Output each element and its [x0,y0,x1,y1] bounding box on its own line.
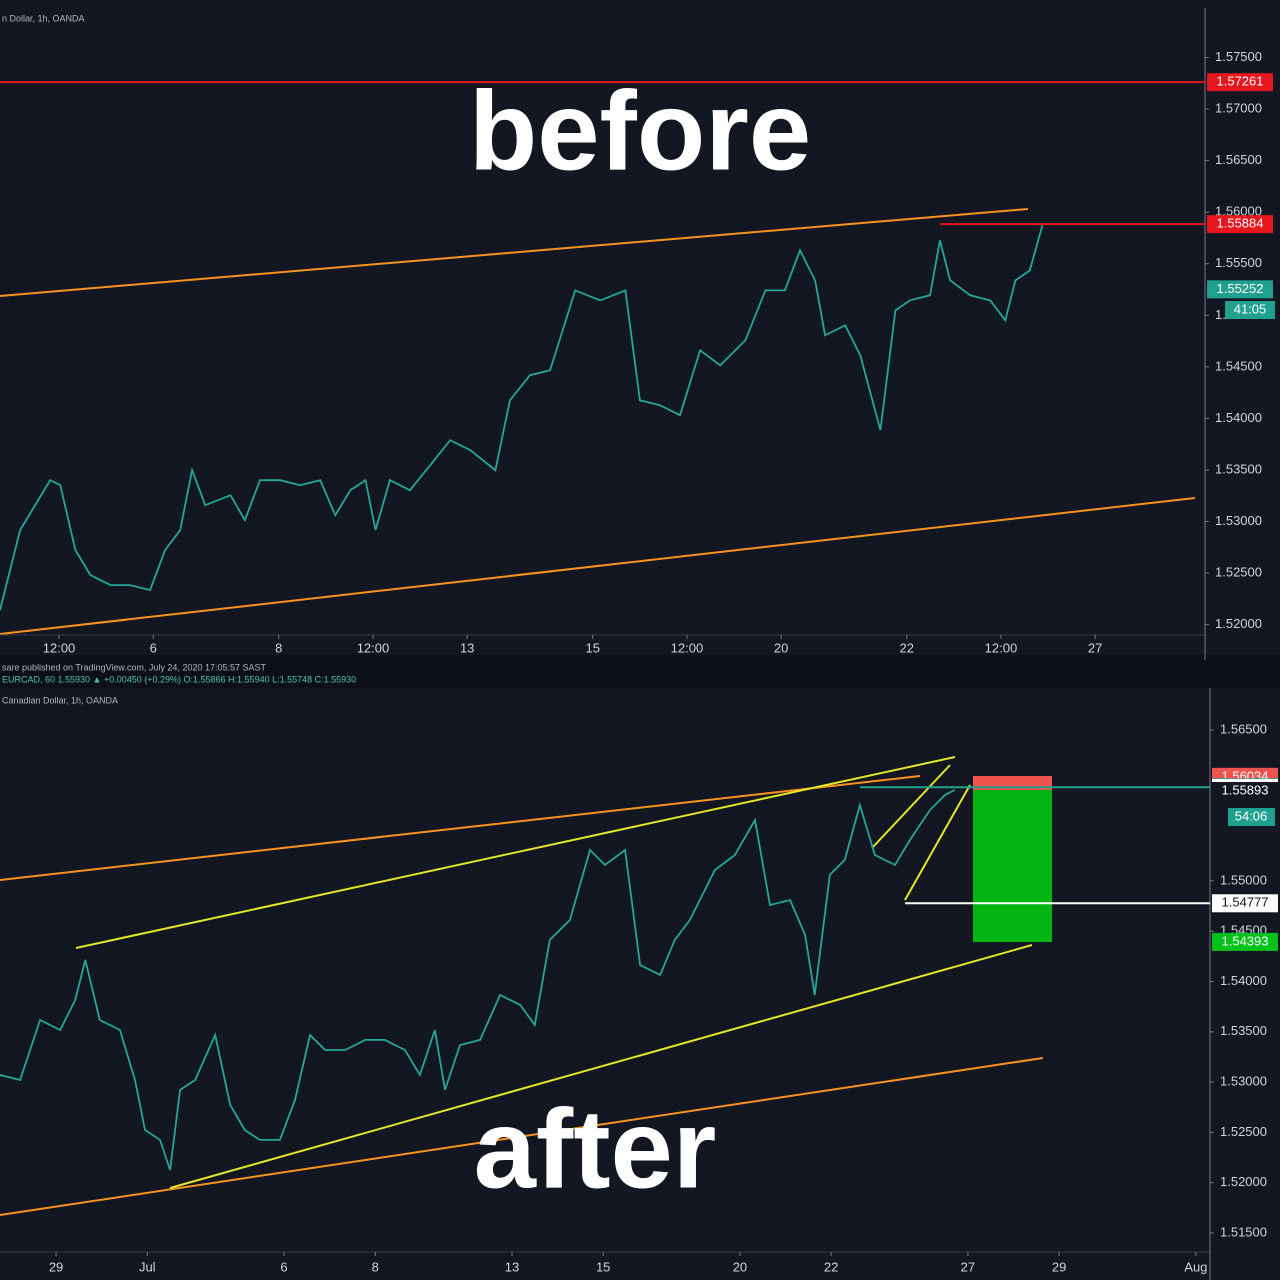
trend-line [904,784,971,901]
x-tick-label: 22 [899,640,913,655]
x-tick-label: 15 [586,640,600,655]
price-line [0,789,956,1171]
y-tick-label: 1.56500 [1215,152,1262,167]
price-tag [1212,894,1278,913]
trend-line [0,1057,1044,1216]
x-tick-label: 27 [961,1259,975,1274]
separator [0,655,1280,688]
y-tick-label: 1.54500 [1215,358,1262,373]
x-tick-label: 12:00 [671,640,704,655]
x-tick-label: 12:00 [985,640,1018,655]
price-tag-label: 1.55884 [1217,216,1264,231]
countdown: 54:06 [1235,808,1268,823]
price-tag-label: 1.57261 [1217,74,1264,89]
x-tick-label: 20 [774,640,788,655]
y-tick-label: 1.51500 [1220,1224,1267,1239]
price-tag [1207,73,1273,92]
x-tick-label: 29 [1052,1259,1066,1274]
y-tick-label: 1.57500 [1215,49,1262,64]
instrument: n Dollar, 1h, OANDA [2,13,85,23]
price-line [0,225,1044,611]
x-tick-label: Jul [139,1259,156,1274]
y-tick-label: 1.53000 [1215,513,1262,528]
price-tag [1207,280,1273,299]
countdown-tag [1228,808,1275,826]
target-zone [973,790,1052,942]
y-tick-label: 1.52000 [1220,1174,1267,1189]
instrument: Canadian Dollar, 1h, OANDA [2,695,118,705]
x-tick-label: 20 [733,1259,747,1274]
x-tick-label: Aug [1184,1259,1207,1274]
x-tick-label: 6 [280,1259,287,1274]
x-tick-label: 29 [49,1259,63,1274]
price-tag-label: 1.54777 [1222,895,1269,910]
price-tag-label: 1.55893 [1222,782,1269,797]
trend-line [169,944,1033,1189]
x-tick-label: 15 [596,1259,610,1274]
ticker-line: EURCAD, 60 1.55930 ▲ +0.00450 (+0.29%) O… [2,674,356,684]
price-tags: 1.572611.558841.552521.560341.559301.559… [1207,73,1278,951]
y-tick-label: 1.55500 [1215,255,1262,270]
price-tag [1207,215,1273,234]
x-tick-label: 13 [505,1259,519,1274]
x-tick-label: 6 [150,640,157,655]
x-tick-label: 27 [1088,640,1102,655]
x-tick-label: 8 [275,640,282,655]
price-tag [1212,782,1278,801]
x-tick-label: 22 [824,1259,838,1274]
y-tick-label: 1.52500 [1220,1124,1267,1139]
x-tick-label: 13 [460,640,474,655]
y-tick-label: 1.55000 [1220,872,1267,887]
y-tick-label: 1.53500 [1215,461,1262,476]
trend-line [0,497,1196,635]
y-tick-label: 1.53000 [1220,1074,1267,1089]
price-tag [1212,932,1278,951]
x-tick-label: 8 [372,1259,379,1274]
y-tick-label: 1.52000 [1215,616,1262,631]
price-tag-label: 1.54393 [1222,933,1269,948]
trend-line [871,764,951,849]
price-tag-label: 1.55252 [1217,281,1264,296]
y-tick-label: 1.54000 [1220,973,1267,988]
trend-line [75,756,956,949]
countdown-tag [1225,301,1275,319]
trend-line [0,208,1029,297]
y-tick-label: 1.53500 [1220,1023,1267,1038]
x-tick-label: 12:00 [43,640,76,655]
overlay-text: before [469,69,811,194]
y-tick-label: 1.56000 [1215,204,1262,219]
y-tick-label: 1.56500 [1220,721,1267,736]
trend-line [0,775,921,881]
countdown: 41:05 [1234,301,1267,316]
y-tick-label: 1.54000 [1215,410,1262,425]
publish-note: sare published on TradingView.com, July … [2,662,267,672]
overlay-text: after [474,1087,717,1212]
y-tick-label: 1.52500 [1215,565,1262,580]
x-tick-label: 12:00 [357,640,390,655]
y-tick-label: 1.57000 [1215,101,1262,116]
